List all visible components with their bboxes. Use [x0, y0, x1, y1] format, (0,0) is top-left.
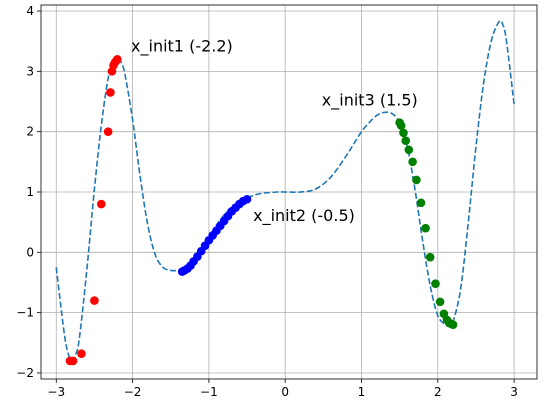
data-point: [435, 297, 445, 307]
x-tick-label: 1: [358, 385, 366, 399]
data-point: [65, 356, 75, 366]
annotation-label: x_init1 (-2.2): [131, 36, 233, 56]
annotations: x_init1 (-2.2) x_init2 (-0.5) x_init3 (1.5…: [131, 36, 418, 226]
data-point: [77, 349, 86, 358]
data-point: [106, 88, 115, 97]
data-point: [408, 157, 417, 167]
data-point: [431, 279, 440, 288]
y-tick-label: 4: [26, 4, 34, 18]
annotation-label: x_init2 (-0.5): [253, 206, 355, 226]
data-points: [65, 54, 458, 366]
y-tick-label: −1: [16, 306, 34, 320]
data-point: [103, 127, 113, 136]
y-tick-label: 1: [26, 185, 34, 199]
x-tick-label: −2: [124, 385, 142, 399]
data-point: [96, 199, 106, 209]
data-point: [401, 136, 411, 146]
y-axis-ticks: −2 −1 0 1 2 3 4: [16, 4, 41, 380]
x-tick-label: −3: [47, 385, 65, 399]
x-axis-ticks: −3 −2 −1 0 1 2 3: [47, 379, 518, 399]
grid: [41, 5, 537, 379]
data-point: [412, 175, 421, 185]
x-tick-label: −1: [200, 385, 218, 399]
data-point: [90, 296, 99, 305]
x-tick-label: 3: [510, 385, 518, 399]
x-tick-label: 0: [281, 385, 289, 399]
y-tick-label: 3: [26, 64, 34, 78]
data-point: [421, 223, 430, 233]
data-point: [177, 267, 187, 276]
y-tick-label: 2: [26, 125, 34, 139]
y-tick-label: −2: [16, 366, 34, 380]
data-point: [399, 128, 408, 138]
data-point: [448, 320, 458, 330]
data-point: [425, 252, 435, 262]
annotation-label: x_init3 (1.5): [322, 91, 418, 111]
data-point: [396, 121, 406, 130]
data-point: [404, 145, 414, 155]
x-tick-label: 2: [434, 385, 442, 399]
data-point: [107, 67, 117, 76]
y-tick-label: 0: [26, 245, 34, 259]
data-point: [416, 198, 426, 208]
